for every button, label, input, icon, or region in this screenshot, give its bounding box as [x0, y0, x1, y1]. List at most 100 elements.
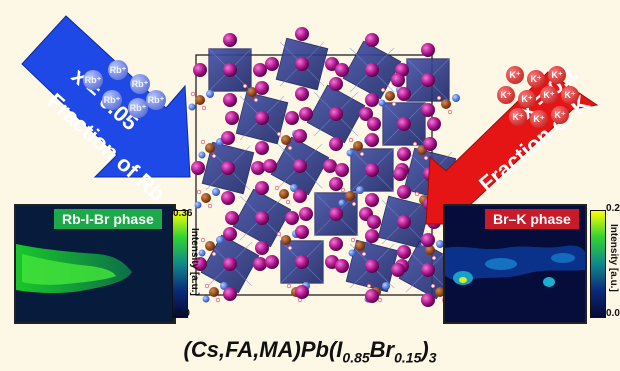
halide-atom	[329, 207, 343, 221]
hydrogen-atom	[423, 155, 429, 161]
nitrogen-atom	[346, 149, 354, 157]
halide-atom	[255, 241, 269, 255]
rb-map-panel: Rb-I-Br phase	[14, 204, 176, 324]
k-ion: K⁺	[540, 86, 558, 104]
halide-atom	[365, 259, 379, 273]
halide-atom	[251, 161, 265, 175]
hydrogen-atom	[361, 251, 367, 257]
halide-atom	[223, 227, 237, 241]
hydrogen-atom	[350, 237, 356, 243]
k-ion: K⁺	[548, 66, 566, 84]
formula-sub1: 0.85	[342, 349, 370, 366]
halide-atom	[397, 245, 411, 259]
halide-atom	[223, 33, 237, 47]
halide-atom	[295, 27, 309, 41]
halide-atom	[421, 103, 435, 117]
nitrogen-atom	[436, 240, 444, 248]
halide-atom	[255, 211, 269, 225]
halide-atom	[193, 257, 207, 271]
halide-atom	[335, 163, 349, 177]
halide-atom	[397, 147, 411, 161]
halide-atom	[365, 93, 379, 107]
halide-atom	[397, 215, 411, 229]
nitrogen-atom	[188, 103, 196, 111]
carbon-atom	[345, 191, 355, 201]
k-ion: K⁺	[530, 110, 548, 128]
halide-atom	[295, 285, 309, 299]
nitrogen-atom	[216, 236, 224, 244]
rb-colorbar-min: 0.0	[176, 308, 190, 319]
halide-atom	[295, 87, 309, 101]
rb-ion: Rb⁺	[130, 74, 150, 94]
hydrogen-atom	[431, 255, 437, 261]
halide-atom	[223, 287, 237, 301]
hydrogen-atom	[242, 83, 248, 89]
k-ion: K⁺	[509, 108, 527, 126]
formula-caption: (Cs,FA,MA)Pb(I0.85Br0.15)3	[0, 337, 620, 367]
halide-atom	[223, 257, 237, 271]
rb-colorbar-label: Intensity [a.u.]	[189, 228, 200, 296]
halide-atom	[295, 225, 309, 239]
halide-atom	[223, 63, 237, 77]
nitrogen-atom	[198, 249, 206, 257]
halide-atom	[299, 107, 313, 121]
k-ion: K⁺	[527, 70, 545, 88]
halide-atom	[421, 263, 435, 277]
halide-atom	[329, 77, 343, 91]
k-ion: K⁺	[561, 86, 579, 104]
hydrogen-atom	[348, 137, 354, 143]
carbon-atom	[281, 135, 291, 145]
halide-atom	[191, 161, 205, 175]
halide-atom	[323, 159, 337, 173]
nitrogen-atom	[198, 151, 206, 159]
nitrogen-atom	[290, 184, 298, 192]
hydrogen-atom	[253, 97, 259, 103]
halide-atom	[255, 81, 269, 95]
nitrogen-atom	[382, 282, 390, 290]
halide-atom	[367, 215, 381, 229]
rb-ion: Rb⁺	[108, 60, 128, 80]
halide-atom	[225, 211, 239, 225]
hydrogen-atom	[211, 251, 217, 257]
halide-atom	[265, 57, 279, 71]
halide-atom	[365, 193, 379, 207]
nitrogen-atom	[206, 90, 214, 98]
halide-atom	[421, 293, 435, 307]
hydrogen-atom	[380, 87, 386, 93]
carbon-atom	[281, 235, 291, 245]
halide-atom	[253, 63, 267, 77]
nitrogen-atom	[378, 99, 386, 107]
nitrogen-atom	[338, 199, 346, 207]
halide-atom	[365, 163, 379, 177]
halide-atom	[295, 57, 309, 71]
halide-atom	[293, 129, 307, 143]
hydrogen-atom	[276, 131, 282, 137]
hydrogen-atom	[436, 95, 442, 101]
carbon-atom	[435, 287, 445, 297]
hydrogen-atom	[412, 141, 418, 147]
formula-sub2: 0.15	[394, 349, 422, 366]
carbon-atom	[195, 95, 205, 105]
k-colorbar-max: 0.2	[606, 203, 620, 214]
halide-atom	[263, 159, 277, 173]
halide-atom	[367, 117, 381, 131]
hydrogen-atom	[377, 297, 383, 303]
halide-atom	[285, 111, 299, 125]
hydrogen-atom	[359, 151, 365, 157]
k-colorbar	[590, 210, 606, 318]
k-map-panel: Br–K phase	[443, 204, 587, 324]
carbon-atom	[205, 241, 215, 251]
hydrogen-atom	[430, 283, 436, 289]
rb-panel-title: Rb-I-Br phase	[54, 209, 162, 229]
halide-atom	[365, 229, 379, 243]
carbon-atom	[209, 287, 219, 297]
halide-atom	[365, 133, 379, 147]
halide-atom	[335, 63, 349, 77]
halide-atom	[253, 257, 267, 271]
k-ion: K⁺	[551, 106, 569, 124]
rb-ion: Rb⁺	[146, 90, 166, 110]
hydrogen-atom	[287, 245, 293, 251]
nitrogen-atom	[212, 188, 220, 196]
halide-atom	[255, 181, 269, 195]
